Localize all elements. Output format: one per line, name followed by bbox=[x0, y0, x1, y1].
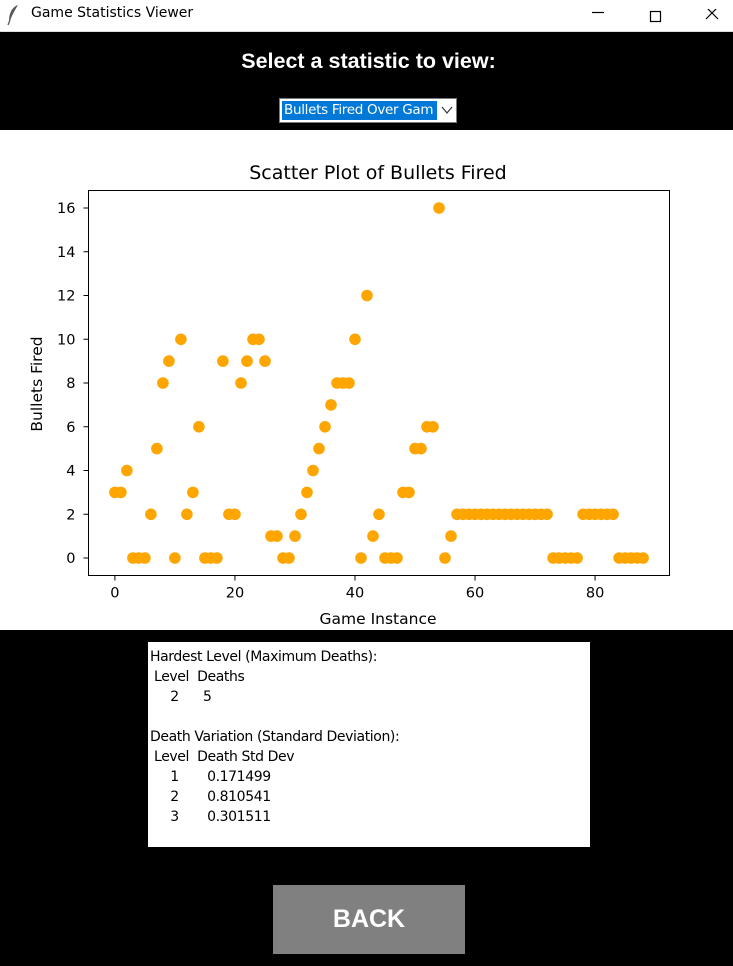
x-tick-label: 20 bbox=[226, 586, 244, 602]
data-point bbox=[295, 508, 307, 521]
data-point bbox=[361, 289, 373, 302]
back-button[interactable]: BACK bbox=[273, 885, 465, 954]
data-point bbox=[241, 355, 253, 367]
data-point bbox=[217, 355, 229, 367]
x-tick-label: 40 bbox=[346, 586, 364, 602]
maximize-icon bbox=[649, 10, 662, 23]
data-point bbox=[571, 552, 583, 564]
data-point bbox=[139, 552, 151, 564]
statistic-dropdown[interactable]: Bullets Fired Over Gam bbox=[279, 98, 457, 123]
data-point bbox=[151, 442, 163, 455]
data-point bbox=[121, 464, 133, 477]
hardest-level-row: 2 5 bbox=[150, 689, 212, 705]
data-point bbox=[607, 508, 619, 521]
dropdown-selected-value: Bullets Fired Over Gam bbox=[282, 101, 437, 120]
stats-text-box: Hardest Level (Maximum Deaths): Level De… bbox=[148, 642, 590, 847]
window-title: Game Statistics Viewer bbox=[31, 5, 194, 21]
y-tick-label: 0 bbox=[66, 551, 75, 567]
chart-panel: Scatter Plot of Bullets Fired Game Insta… bbox=[0, 130, 733, 630]
y-axis-label: Bullets Fired bbox=[28, 336, 46, 431]
y-tick-label: 10 bbox=[57, 332, 75, 348]
data-point bbox=[169, 552, 181, 564]
data-point bbox=[157, 377, 169, 389]
data-point bbox=[145, 508, 157, 521]
data-point bbox=[391, 552, 403, 564]
data-point bbox=[211, 552, 223, 564]
data-point bbox=[163, 355, 175, 367]
death-variation-header: Level Death Std Dev bbox=[150, 749, 295, 765]
x-tick-label: 80 bbox=[586, 586, 604, 602]
hardest-level-header: Level Deaths bbox=[150, 669, 245, 685]
data-point bbox=[115, 486, 127, 499]
statistic-prompt: Select a statistic to view: bbox=[241, 49, 496, 73]
data-point bbox=[253, 333, 265, 346]
maximize-button[interactable] bbox=[629, 0, 681, 32]
y-tick-label: 8 bbox=[66, 376, 75, 392]
death-variation-row: 2 0.810541 bbox=[150, 789, 271, 805]
y-tick-label: 16 bbox=[57, 201, 75, 217]
data-point bbox=[415, 442, 427, 455]
data-point bbox=[325, 399, 337, 411]
close-button[interactable] bbox=[685, 0, 733, 32]
data-point bbox=[433, 202, 445, 214]
plot-frame bbox=[88, 190, 670, 576]
data-point bbox=[313, 442, 325, 455]
data-point bbox=[439, 552, 451, 564]
y-tick-label: 14 bbox=[57, 245, 75, 261]
y-tick-label: 6 bbox=[66, 420, 75, 436]
chart-title: Scatter Plot of Bullets Fired bbox=[249, 162, 506, 184]
y-tick-label: 2 bbox=[66, 507, 75, 523]
data-point bbox=[343, 377, 355, 389]
data-point bbox=[367, 530, 379, 542]
title-bar: Game Statistics Viewer bbox=[0, 0, 733, 32]
minimize-button[interactable] bbox=[572, 0, 624, 32]
death-variation-row: 3 0.301511 bbox=[150, 809, 271, 825]
data-point bbox=[289, 530, 301, 542]
death-variation-heading: Death Variation (Standard Deviation): bbox=[150, 729, 400, 745]
data-point bbox=[229, 508, 241, 521]
data-point bbox=[187, 486, 199, 499]
data-point bbox=[355, 552, 367, 564]
data-point bbox=[301, 486, 313, 499]
data-point bbox=[637, 552, 649, 564]
feather-icon bbox=[7, 5, 18, 26]
close-icon bbox=[705, 9, 719, 20]
data-point bbox=[175, 333, 187, 346]
data-point bbox=[259, 355, 271, 367]
data-point bbox=[427, 421, 439, 433]
minimize-icon bbox=[592, 11, 604, 14]
death-variation-row: 1 0.171499 bbox=[150, 769, 271, 785]
data-point bbox=[283, 552, 295, 564]
y-tick-label: 12 bbox=[57, 289, 75, 305]
data-point bbox=[319, 421, 331, 433]
data-point bbox=[445, 530, 457, 542]
data-point bbox=[349, 333, 361, 346]
data-point bbox=[271, 530, 283, 542]
scatter-chart: Scatter Plot of Bullets Fired Game Insta… bbox=[28, 162, 670, 628]
hardest-level-heading: Hardest Level (Maximum Deaths): bbox=[150, 649, 378, 665]
x-axis-label: Game Instance bbox=[320, 610, 437, 628]
data-point bbox=[181, 508, 193, 521]
data-point bbox=[235, 377, 247, 389]
chevron-down-icon bbox=[441, 106, 453, 114]
data-point bbox=[403, 486, 415, 499]
data-point bbox=[193, 421, 205, 433]
x-tick-label: 60 bbox=[466, 586, 484, 602]
data-point bbox=[541, 508, 553, 521]
data-point bbox=[307, 464, 319, 477]
data-point bbox=[373, 508, 385, 521]
x-tick-label: 0 bbox=[110, 586, 119, 602]
y-tick-label: 4 bbox=[66, 464, 75, 480]
